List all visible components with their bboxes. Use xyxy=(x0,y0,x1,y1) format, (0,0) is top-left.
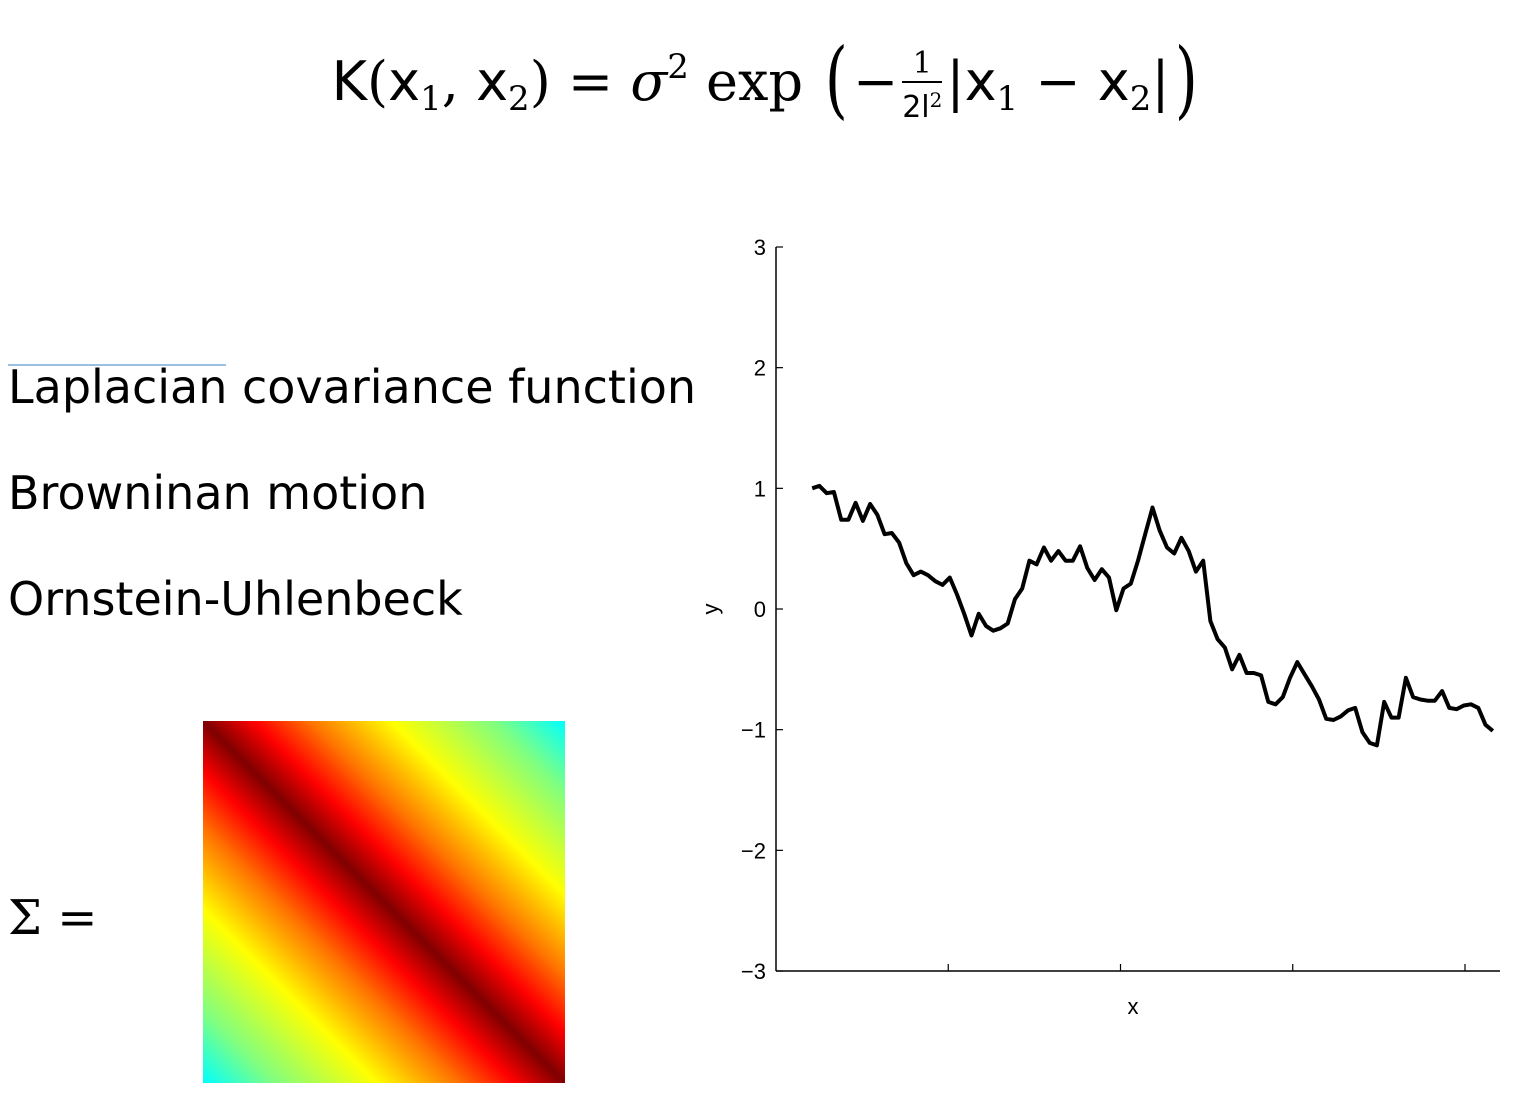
formula-x1: x xyxy=(388,50,421,113)
fraction-numerator: 1 xyxy=(902,47,943,83)
chart-series xyxy=(811,483,1495,748)
laplacian-label: Laplacian covariance function xyxy=(8,360,697,414)
covariance-matrix-heatmap xyxy=(203,721,565,1083)
y-tick-label: 2 xyxy=(754,356,766,381)
fraction-den-sup: 2 xyxy=(929,88,943,112)
y-tick-label: 1 xyxy=(754,476,766,501)
y-tick-label: 0 xyxy=(754,597,766,622)
y-tick-label: −3 xyxy=(741,959,766,984)
formula-abs-x1: x xyxy=(964,50,997,113)
ornstein-label: Ornstein-Uhlenbeck xyxy=(8,572,463,626)
formula-x2: x xyxy=(476,50,509,113)
sample-path-chart: −3 −2 −1 0 1 2 3 x y xyxy=(698,235,1500,1019)
y-tick-label: 3 xyxy=(754,235,766,260)
formula-fraction: 1 2l2 xyxy=(902,47,943,125)
formula-sub2: 2 xyxy=(508,79,530,119)
formula-exp: exp xyxy=(706,50,804,113)
sample-path-line xyxy=(811,483,1495,748)
formula-sup: 2 xyxy=(667,47,689,87)
formula-abs-sub2: 2 xyxy=(1129,79,1152,119)
highlight-underline xyxy=(8,364,226,366)
x-axis-label: x xyxy=(1128,994,1139,1019)
y-axis-label: y xyxy=(698,604,723,615)
y-tick-label: −2 xyxy=(741,838,766,863)
chart-axes: −3 −2 −1 0 1 2 3 x y xyxy=(698,235,1500,1019)
kernel-formula: K(x1, x2) = σ2 exp (− 1 2l2 |x1 − x2|) xyxy=(331,30,1198,128)
y-tick-label: −1 xyxy=(741,718,766,743)
formula-k: K xyxy=(331,50,368,113)
brownian-label: Browninan motion xyxy=(8,466,428,520)
formula-sigma: σ xyxy=(630,50,668,113)
formula-abs-x2: x xyxy=(1097,50,1130,113)
formula-sub1: 1 xyxy=(420,79,442,119)
formula-abs-sub1: 1 xyxy=(996,79,1019,119)
sigma-label: Σ = xyxy=(8,890,98,946)
fraction-denominator: 2l xyxy=(902,90,930,125)
